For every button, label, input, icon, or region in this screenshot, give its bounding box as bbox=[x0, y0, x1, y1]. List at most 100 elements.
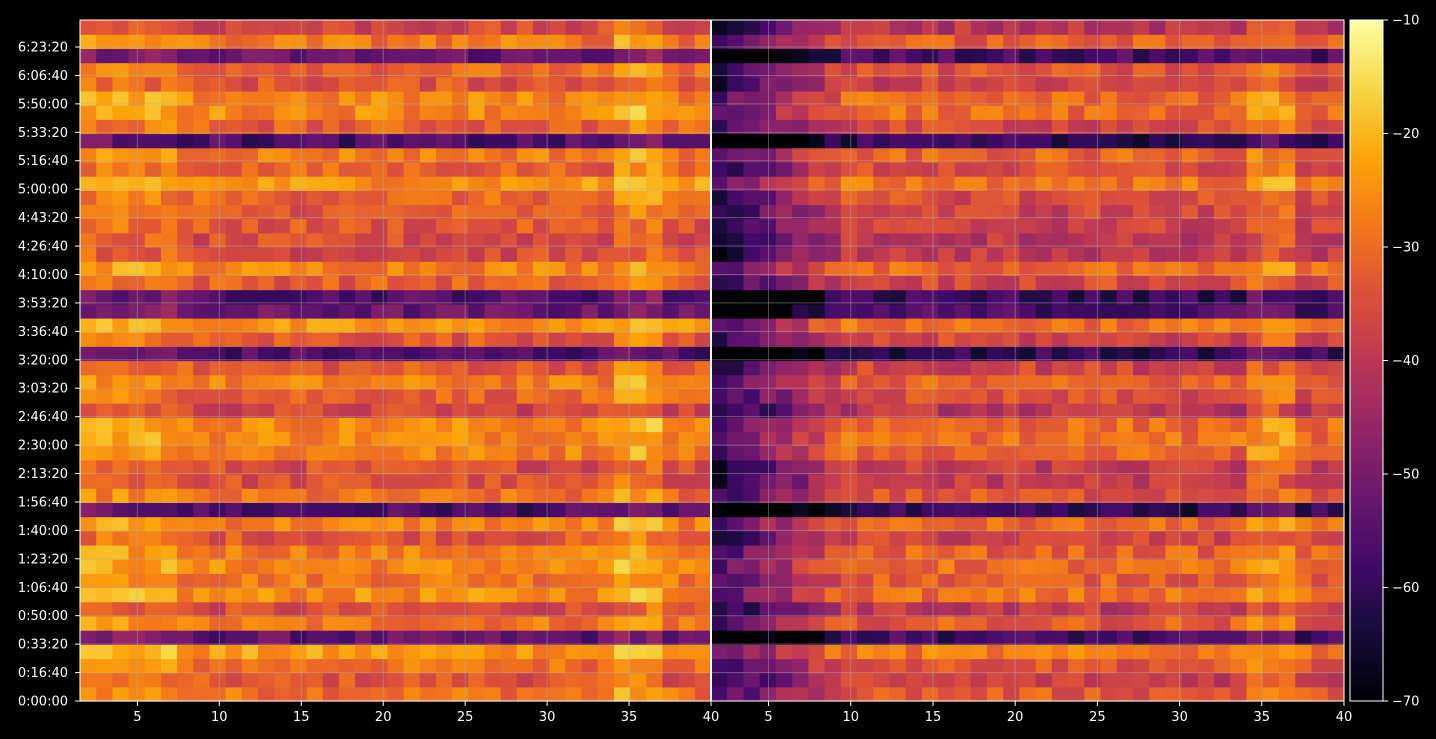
heatmap-cell bbox=[857, 502, 874, 518]
heatmap-cell bbox=[678, 587, 696, 603]
heatmap-cell bbox=[1068, 658, 1085, 674]
heatmap-cell bbox=[1051, 502, 1069, 518]
heatmap-cell bbox=[824, 445, 842, 461]
heatmap-cell bbox=[1149, 176, 1166, 191]
heatmap-cell bbox=[225, 332, 243, 347]
heatmap-cell bbox=[824, 48, 842, 64]
heatmap-cell bbox=[889, 105, 907, 120]
heatmap-cell bbox=[581, 317, 599, 333]
heatmap-cell bbox=[128, 445, 146, 461]
heatmap-cell bbox=[1181, 474, 1199, 489]
heatmap-cell bbox=[355, 658, 372, 674]
heatmap-cell bbox=[1051, 516, 1069, 532]
heatmap-cell bbox=[1214, 232, 1231, 248]
heatmap-cell bbox=[662, 445, 680, 461]
heatmap-cell bbox=[1019, 658, 1037, 674]
heatmap-cell bbox=[889, 573, 907, 589]
heatmap-cell bbox=[144, 573, 162, 589]
heatmap-cell bbox=[484, 559, 502, 574]
heatmap-cell bbox=[1116, 587, 1134, 603]
heatmap-cell bbox=[355, 317, 372, 333]
heatmap-cell bbox=[1311, 261, 1329, 276]
heatmap-cell bbox=[177, 559, 194, 574]
heatmap-cell bbox=[290, 76, 308, 92]
heatmap-cell bbox=[516, 686, 534, 702]
heatmap-cell bbox=[986, 48, 1004, 64]
heatmap-cell bbox=[387, 474, 405, 489]
heatmap-cell bbox=[1068, 176, 1085, 191]
heatmap-cell bbox=[694, 289, 712, 305]
heatmap-cell bbox=[1003, 48, 1020, 64]
heatmap-cell bbox=[419, 20, 437, 35]
heatmap-cell bbox=[258, 317, 275, 333]
heatmap-cell bbox=[1181, 360, 1199, 376]
heatmap-cell bbox=[1149, 218, 1166, 234]
heatmap-cell bbox=[1214, 516, 1231, 532]
heatmap-cell bbox=[1327, 147, 1345, 163]
heatmap-cell bbox=[1100, 62, 1118, 78]
heatmap-cell bbox=[258, 417, 275, 433]
heatmap-cell bbox=[743, 601, 761, 617]
heatmap-cell bbox=[922, 232, 939, 248]
heatmap-cell bbox=[128, 232, 146, 248]
heatmap-cell bbox=[419, 62, 437, 78]
heatmap-cell bbox=[1262, 218, 1280, 234]
heatmap-cell bbox=[1327, 431, 1345, 447]
heatmap-cell bbox=[938, 105, 955, 120]
heatmap-cell bbox=[954, 161, 972, 177]
heatmap-cell bbox=[241, 417, 259, 433]
heatmap-cell bbox=[986, 332, 1004, 347]
heatmap-cell bbox=[986, 147, 1004, 163]
heatmap-cell bbox=[1279, 686, 1296, 702]
heatmap-cell bbox=[355, 587, 372, 603]
heatmap-cell bbox=[694, 119, 712, 135]
heatmap-cell bbox=[1100, 630, 1118, 645]
heatmap-cell bbox=[96, 630, 113, 645]
heatmap-cell bbox=[274, 658, 291, 674]
heatmap-cell bbox=[468, 133, 486, 149]
heatmap-cell bbox=[1181, 374, 1199, 390]
heatmap-cell bbox=[1246, 672, 1264, 688]
heatmap-cell bbox=[355, 133, 372, 149]
heatmap-cell bbox=[549, 232, 566, 248]
heatmap-cell bbox=[225, 587, 243, 603]
heatmap-cell bbox=[144, 502, 162, 518]
plot-frame bbox=[79, 19, 1345, 702]
heatmap-cell bbox=[1246, 644, 1264, 660]
heatmap-cell bbox=[209, 601, 227, 617]
heatmap-cell bbox=[435, 403, 453, 418]
heatmap-cell bbox=[1133, 615, 1150, 631]
heatmap-cell bbox=[1116, 559, 1134, 574]
heatmap-cell bbox=[1051, 573, 1069, 589]
x-tick-label: 15 bbox=[925, 710, 942, 725]
heatmap-cell bbox=[1068, 672, 1085, 688]
heatmap-cell bbox=[209, 303, 227, 319]
heatmap-cell bbox=[128, 459, 146, 475]
colorbar-tick-label: −50 bbox=[1392, 468, 1419, 483]
heatmap-cell bbox=[938, 247, 955, 262]
heatmap-cell bbox=[630, 303, 647, 319]
heatmap-cell bbox=[322, 559, 340, 574]
heatmap-cell bbox=[322, 459, 340, 475]
heatmap-cell bbox=[371, 445, 388, 461]
heatmap-cell bbox=[435, 544, 453, 560]
heatmap-cell bbox=[678, 644, 696, 660]
heatmap-cell bbox=[1230, 644, 1248, 660]
heatmap-cell bbox=[306, 48, 324, 64]
heatmap-cell bbox=[80, 204, 97, 220]
heatmap-cell bbox=[468, 474, 486, 489]
heatmap-cell bbox=[694, 459, 712, 475]
heatmap-cell bbox=[1197, 360, 1215, 376]
heatmap-cell bbox=[1165, 48, 1183, 64]
heatmap-cell bbox=[96, 644, 113, 660]
heatmap-cell bbox=[1035, 615, 1053, 631]
heatmap-cell bbox=[274, 90, 291, 106]
heatmap-cell bbox=[290, 190, 308, 206]
heatmap-cell bbox=[792, 90, 809, 106]
heatmap-cell bbox=[128, 204, 146, 220]
heatmap-cell bbox=[970, 445, 988, 461]
heatmap-cell bbox=[322, 247, 340, 262]
heatmap-cell bbox=[371, 289, 388, 305]
heatmap-cell bbox=[1116, 445, 1134, 461]
